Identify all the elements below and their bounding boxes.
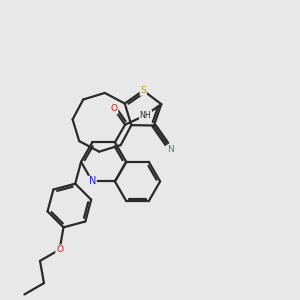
Text: N: N (168, 146, 174, 154)
Text: S: S (140, 86, 146, 95)
Text: O: O (111, 104, 118, 113)
Text: O: O (56, 245, 63, 254)
Text: NH: NH (140, 111, 152, 120)
Text: N: N (89, 176, 96, 187)
